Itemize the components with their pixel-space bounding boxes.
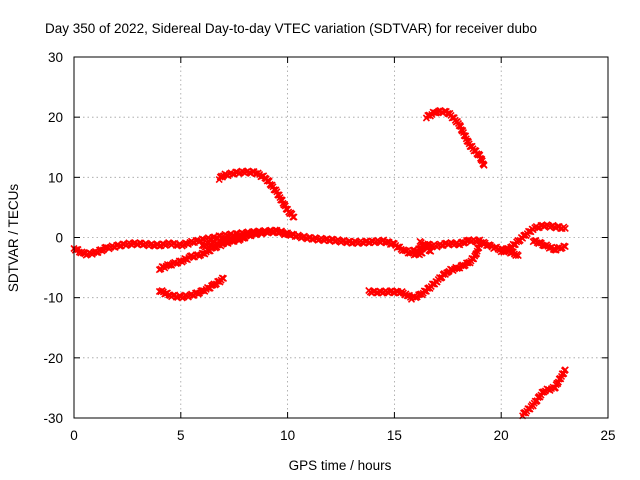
y-axis-label: SDTVAR / TECUs — [6, 184, 21, 293]
data-point — [561, 224, 569, 233]
chart-title: Day 350 of 2022, Sidereal Day-to-day VTE… — [45, 21, 537, 36]
series-arc-10 — [529, 236, 569, 254]
data-point — [480, 161, 488, 169]
data-point — [561, 242, 569, 251]
data-layer — [70, 106, 569, 420]
x-tick-label: 0 — [70, 428, 78, 443]
series-arc-6 — [365, 239, 484, 303]
x-axis-label: GPS time / hours — [289, 458, 392, 473]
series-arc-9 — [497, 221, 569, 256]
x-tick-label: 10 — [280, 428, 295, 443]
series-arc-8 — [416, 237, 435, 255]
y-tick-label: 30 — [48, 50, 63, 65]
data-point — [514, 251, 522, 260]
x-tick-label: 25 — [600, 428, 615, 443]
y-tick-label: 0 — [55, 231, 63, 246]
series-arc-3 — [155, 234, 249, 274]
series-arc-1 — [70, 226, 426, 259]
data-point — [241, 234, 249, 242]
y-tick-label: 20 — [48, 110, 63, 125]
data-point — [427, 247, 435, 255]
ticks: 0 5 10 15 20 25 -30 -20 -10 0 10 20 30 — [43, 50, 615, 443]
y-tick-label: -10 — [43, 291, 63, 306]
y-tick-label: 10 — [48, 170, 63, 185]
data-point — [219, 274, 228, 282]
data-point — [239, 234, 247, 242]
data-point — [459, 127, 467, 135]
series-arc-11 — [422, 106, 488, 169]
x-tick-label: 5 — [177, 428, 185, 443]
data-point — [290, 213, 298, 221]
data-point — [561, 366, 569, 374]
series-arc-5 — [215, 167, 298, 221]
y-tick-label: -20 — [43, 351, 63, 366]
x-tick-label: 15 — [387, 428, 402, 443]
x-tick-label: 20 — [494, 428, 509, 443]
series-arc-12 — [519, 366, 569, 420]
series-arc-4 — [155, 274, 228, 302]
data-point — [284, 230, 292, 239]
y-tick-label: -30 — [43, 411, 63, 426]
